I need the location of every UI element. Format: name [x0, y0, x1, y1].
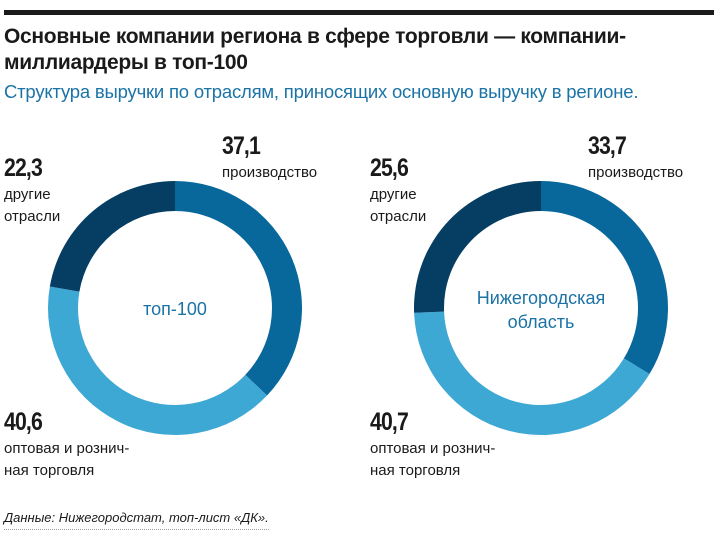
label-trade-right: оптовая и рознич-ная торговля [370, 438, 495, 482]
chart-subtitle: Структура выручки по отраслям, приносящи… [4, 81, 639, 102]
value-label-other-right: 25,6 [370, 154, 409, 182]
label-line: отрасли [4, 208, 61, 225]
label-line: ная торговля [4, 462, 95, 479]
label-other-left: другие отрасли [4, 184, 60, 228]
label-line: другие [4, 186, 51, 203]
label-line: оптовая и рознич- [370, 440, 496, 457]
label-other-right: другие отрасли [370, 184, 426, 228]
label-line: отрасли [370, 208, 427, 225]
label-line: Нижегородская [476, 288, 606, 308]
chart-title: Основные компании региона в сфере торгов… [4, 25, 626, 74]
value-label-production-left: 37,1 [222, 132, 261, 160]
donut-slice-trade [414, 311, 650, 435]
center-label-right: Нижегородская область [451, 286, 631, 334]
donut-slice-other [414, 181, 541, 313]
value-label-other-left: 22,3 [4, 154, 43, 182]
donut-slice-trade [48, 286, 268, 435]
value-label-production-right: 33,7 [588, 132, 627, 160]
value-label-trade-right: 40,7 [370, 408, 409, 436]
label-line: область [507, 312, 575, 332]
source-note: Данные: Нижегородстат, топ-лист «ДК». [4, 510, 269, 530]
label-line: ная торговля [370, 462, 461, 479]
label-trade-left: оптовая и рознич-ная торговля [4, 438, 129, 482]
label-production-right: производство [588, 164, 684, 181]
center-label-left: топ-100 [143, 299, 207, 319]
top-rule [4, 10, 714, 15]
label-line: другие [370, 186, 417, 203]
label-line: оптовая и рознич- [4, 440, 130, 457]
donut-slice-production [175, 181, 302, 396]
donut-slice-other [49, 181, 175, 292]
value-label-trade-left: 40,6 [4, 408, 43, 436]
label-production-left: производство [222, 164, 318, 181]
donut-slice-production [541, 181, 668, 375]
